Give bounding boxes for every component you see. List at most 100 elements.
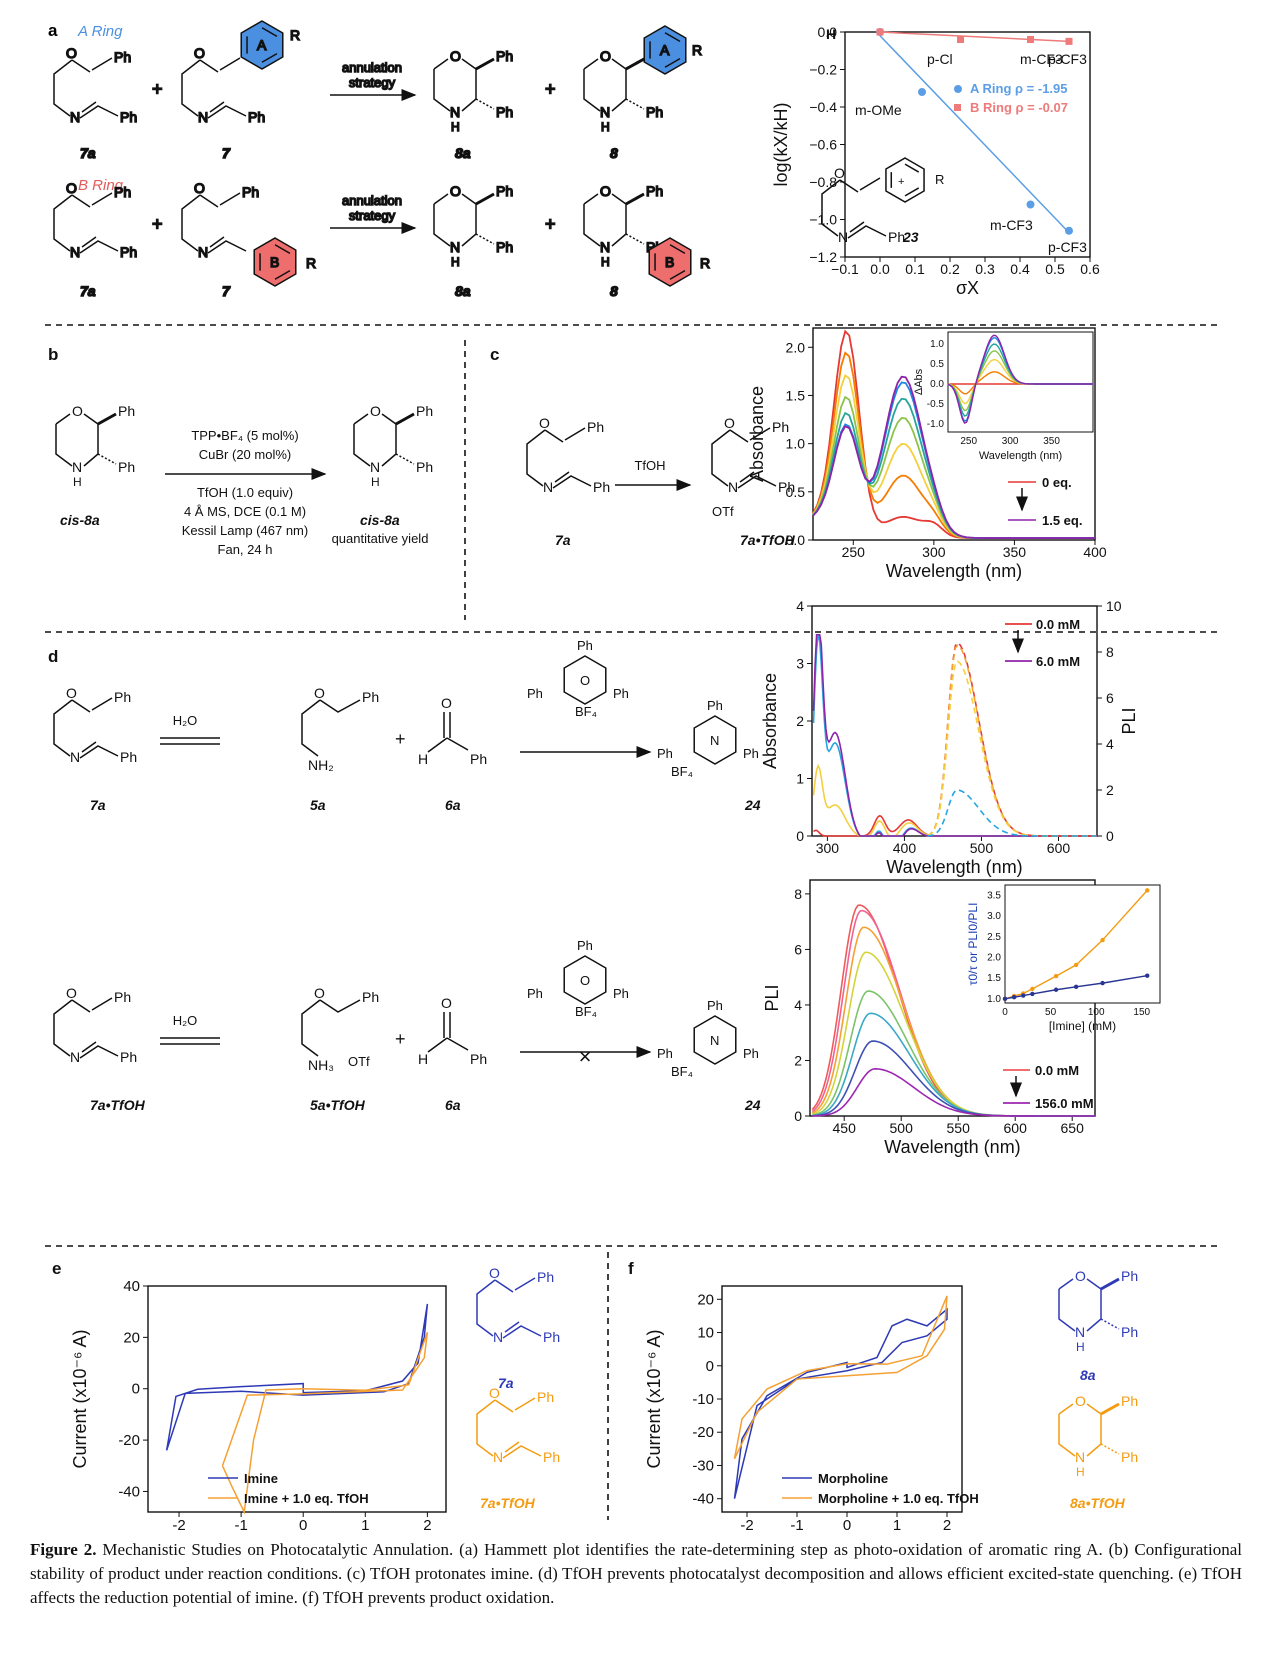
pyrylium-catalyst: O Ph Ph Ph BF₄ bbox=[527, 938, 629, 1019]
fit-line bbox=[879, 31, 1070, 43]
atom-o: O bbox=[194, 180, 205, 196]
atom-n: N bbox=[370, 459, 380, 475]
atom-ph: Ph bbox=[577, 638, 593, 653]
plus: + bbox=[545, 214, 556, 234]
water: H₂O bbox=[173, 1013, 198, 1028]
atom-o: O bbox=[370, 403, 381, 419]
x-tick-label: 2 bbox=[943, 1517, 951, 1530]
y-tick-label: 0.0 bbox=[818, 24, 838, 40]
pl-line bbox=[927, 660, 1097, 837]
plus: + bbox=[152, 214, 163, 234]
atom-o: O bbox=[72, 403, 83, 419]
atom-r: R bbox=[700, 255, 710, 271]
atom-o: O bbox=[1075, 1393, 1086, 1409]
cv-trace bbox=[733, 1295, 948, 1460]
equilibrium-arrows bbox=[160, 737, 220, 745]
chain bbox=[79, 57, 119, 119]
label-7a-tfoh: 7a•TfOH bbox=[480, 1495, 536, 1511]
atom-ph: Ph bbox=[888, 229, 905, 245]
inset-point bbox=[1053, 973, 1059, 979]
x-tick-label: 0.4 bbox=[1010, 261, 1030, 277]
y-tick-label: 6 bbox=[794, 941, 802, 957]
plus: + bbox=[152, 79, 163, 99]
wedge bbox=[625, 192, 645, 206]
data-point bbox=[1027, 36, 1034, 43]
x-tick-label: 600 bbox=[1004, 1120, 1028, 1136]
label-aldehyde: 6a bbox=[445, 797, 461, 813]
chain bbox=[737, 427, 777, 489]
chain bbox=[301, 699, 361, 757]
legend-label: Imine bbox=[244, 1471, 278, 1486]
x-tick-label: 2 bbox=[423, 1517, 431, 1530]
x-tick-label: 350 bbox=[1003, 544, 1027, 560]
legend-label: 0.0 mM bbox=[1035, 1063, 1079, 1078]
y-tick-label: −0.8 bbox=[809, 174, 837, 190]
atom-ph: Ph bbox=[1121, 1268, 1138, 1284]
atom-o: O bbox=[441, 995, 452, 1011]
morpholine-8a-tfoh-f: O NH Ph Ph bbox=[1058, 1393, 1138, 1479]
x-tick-label: −0.1 bbox=[831, 261, 859, 277]
atom-ph: Ph bbox=[646, 104, 663, 120]
y-axis-label: Current (x10⁻⁶ A) bbox=[70, 1330, 90, 1469]
atom-ph: Ph bbox=[362, 989, 379, 1005]
inset-y-label: ΔAbs bbox=[913, 368, 925, 395]
y-tick-label: 10 bbox=[697, 1325, 714, 1342]
atom-h: H bbox=[451, 120, 460, 134]
reagent: TfOH bbox=[634, 458, 665, 473]
label-reactant: 7a•TfOH bbox=[90, 1097, 146, 1113]
y-tick-label: 0 bbox=[796, 828, 804, 844]
panel-label-c: c bbox=[490, 345, 499, 364]
legend-label: A Ring ρ = -1.95 bbox=[970, 81, 1068, 96]
y-axis-label: Absorbance bbox=[747, 386, 767, 482]
inset-x-tick: 150 bbox=[1133, 1007, 1150, 1018]
y2-tick-label: 4 bbox=[1106, 736, 1114, 752]
uv-titration-plot: 250 300 350 400 0.0 0.5 1.0 1.5 2.0 Wavelength (n… bbox=[747, 327, 1107, 581]
panel-label-e: e bbox=[52, 1259, 61, 1278]
carbonyl bbox=[427, 712, 469, 753]
atom-ph: Ph bbox=[743, 1046, 759, 1061]
atom-ph: Ph bbox=[778, 479, 795, 495]
atom-o: O bbox=[441, 695, 452, 711]
inset-y-label: τ0/τ or PLI0/PLI bbox=[966, 903, 980, 986]
x-tick-label: -1 bbox=[234, 1517, 247, 1530]
label-yield: quantitative yield bbox=[332, 531, 429, 546]
atom-ph: Ph bbox=[118, 459, 135, 475]
y-tick-label: 0.0 bbox=[786, 532, 806, 548]
x-axis-label: σX bbox=[956, 278, 979, 298]
inset-y-tick: 1.0 bbox=[930, 339, 944, 350]
pl-spectrum bbox=[812, 1068, 1095, 1117]
annotation: m-CF3 bbox=[990, 217, 1033, 233]
atom-n: N bbox=[543, 479, 553, 495]
imine-7a-e: O N Ph Ph bbox=[476, 1265, 560, 1345]
y-tick-label: 40 bbox=[123, 1278, 140, 1295]
caption-body: Mechanistic Studies on Photocatalytic An… bbox=[30, 1540, 1242, 1607]
condition: TPP•BF₄ (5 mol%) bbox=[191, 428, 298, 443]
chain bbox=[53, 194, 91, 252]
y-tick-label: 0 bbox=[706, 1358, 714, 1375]
y2-tick-label: 2 bbox=[1106, 782, 1114, 798]
atom-n: N bbox=[728, 479, 738, 495]
x-tick-label: 1 bbox=[361, 1517, 369, 1530]
x-tick-label: 0.5 bbox=[1045, 261, 1065, 277]
y-tick-label: -10 bbox=[692, 1391, 714, 1408]
x-tick-label: 600 bbox=[1047, 840, 1071, 856]
cv-trace bbox=[221, 1331, 429, 1515]
y-axis-label: log(kX/kH) bbox=[771, 102, 791, 186]
y-tick-label: 0.5 bbox=[786, 484, 806, 500]
inset-point bbox=[1011, 995, 1017, 1000]
y-tick-label: 3 bbox=[796, 656, 804, 672]
y-tick-label: 4 bbox=[794, 997, 802, 1013]
hash bbox=[625, 233, 645, 245]
x-tick-label: 0.6 bbox=[1080, 261, 1100, 277]
annotation: p-CF3 bbox=[1048, 239, 1087, 255]
ring-double-bonds bbox=[649, 32, 681, 68]
ring-b-label: B Ring bbox=[78, 177, 124, 194]
chain bbox=[821, 179, 859, 237]
pyridinium-product: N Ph Ph Ph BF₄ bbox=[657, 998, 759, 1079]
inset-x-tick: 350 bbox=[1043, 436, 1060, 447]
hash bbox=[475, 98, 495, 110]
heteroatom: O bbox=[580, 973, 590, 988]
ring bbox=[693, 715, 737, 765]
atom-n: N bbox=[70, 244, 80, 260]
y-tick-label: −0.2 bbox=[809, 62, 837, 78]
